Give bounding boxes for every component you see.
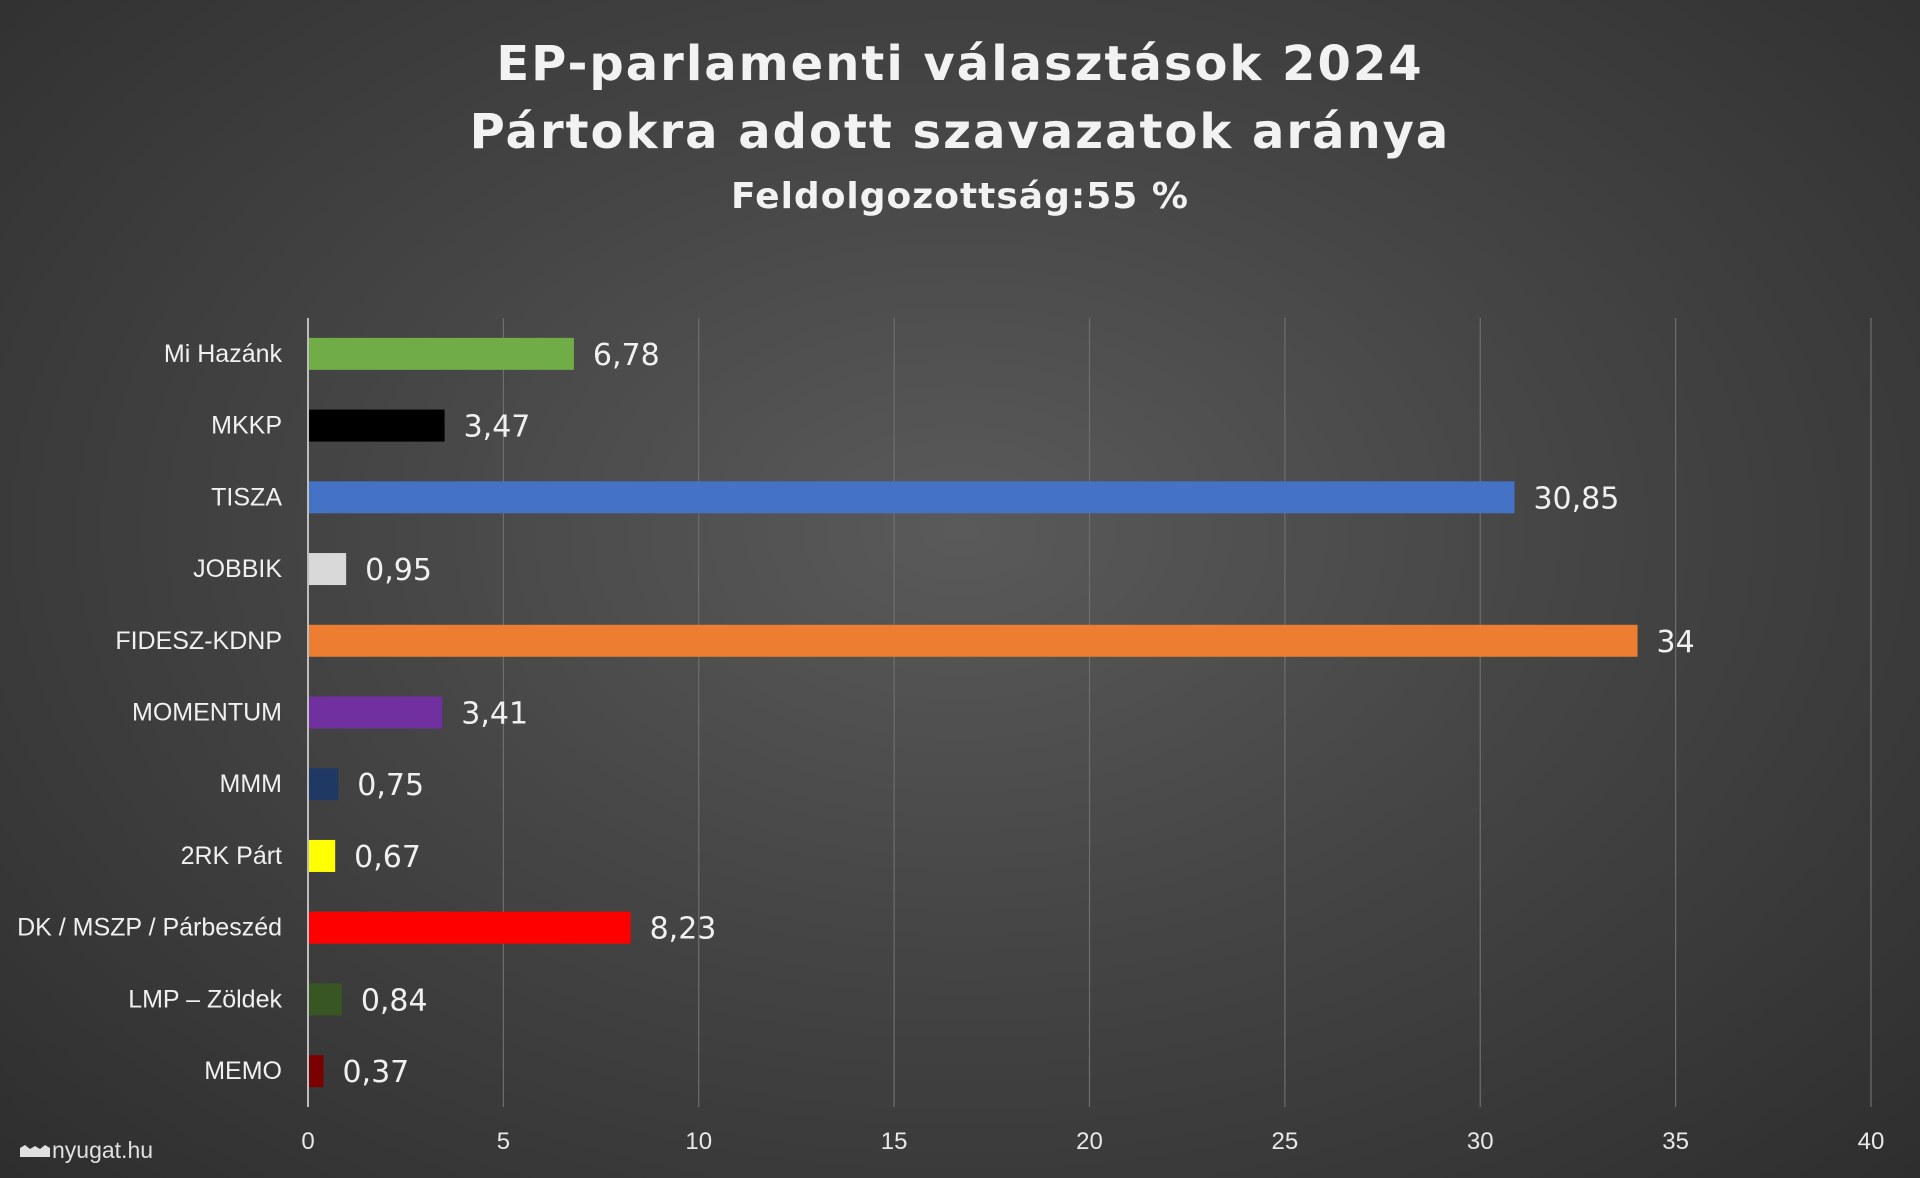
- bar-5: [309, 624, 1638, 657]
- value-label-1: 6,78: [593, 338, 660, 373]
- bar-1: [309, 337, 574, 370]
- category-label-10: LMP – Zöldek: [128, 985, 282, 1013]
- chart-titles: EP-parlamenti választások 2024 Pártokra …: [0, 30, 1920, 224]
- watermark-text: nyugat.hu: [52, 1137, 154, 1163]
- bar-2: [309, 409, 445, 442]
- value-label-7: 0,75: [357, 768, 424, 803]
- value-label-8: 0,67: [354, 840, 421, 875]
- category-label-8: 2RK Párt: [181, 842, 282, 870]
- x-tick-label-30: 30: [1467, 1128, 1494, 1155]
- nyugat-logo-icon: [20, 1144, 50, 1157]
- x-tick-label-20: 20: [1076, 1128, 1103, 1155]
- chart-title-line1: EP-parlamenti választások 2024: [496, 36, 1424, 92]
- value-labels: 6,78 3,47 30,85 0,95 34 3,41 0,75 0,67 8,23 0,84 0…: [342, 338, 1694, 1090]
- category-label-4: JOBBIK: [193, 555, 282, 583]
- category-label-11: MEMO: [204, 1057, 282, 1085]
- value-label-9: 8,23: [650, 912, 717, 947]
- x-tick-label-5: 5: [497, 1128, 510, 1155]
- x-tick-label-15: 15: [881, 1128, 908, 1155]
- x-tick-label-0: 0: [301, 1128, 314, 1155]
- chart-subtitle: Feldolgozottság:55 %: [731, 176, 1189, 217]
- x-tick-label-35: 35: [1662, 1128, 1689, 1155]
- value-label-6: 3,41: [461, 697, 528, 732]
- value-label-11: 0,37: [342, 1055, 409, 1090]
- value-label-10: 0,84: [361, 983, 428, 1018]
- value-label-2: 3,47: [464, 410, 531, 445]
- gridlines: [307, 318, 1872, 1107]
- bar-3: [309, 481, 1515, 514]
- category-label-6: MOMENTUM: [132, 699, 282, 727]
- value-label-5: 34: [1657, 625, 1695, 660]
- category-label-3: TISZA: [211, 483, 282, 511]
- bar-11: [309, 1055, 324, 1088]
- value-label-3: 30,85: [1533, 481, 1619, 516]
- category-label-1: Mi Hazánk: [164, 340, 283, 368]
- bar-6: [309, 696, 443, 729]
- bar-4: [309, 553, 347, 586]
- category-label-9: DK / MSZP / Párbeszéd: [17, 914, 282, 942]
- x-tick-label-40: 40: [1858, 1128, 1885, 1155]
- bar-9: [309, 911, 631, 944]
- bar-7: [309, 768, 339, 801]
- category-label-7: MMM: [220, 770, 282, 798]
- category-labels: Mi Hazánk MKKP TISZA JOBBIK FIDESZ-KDNP MOMEN…: [17, 340, 282, 1085]
- x-axis-tick-labels: 0 5 10 15 20 25 30 35 40: [301, 1128, 1884, 1155]
- bar-10: [309, 983, 342, 1016]
- category-label-2: MKKP: [211, 412, 282, 440]
- x-tick-label-10: 10: [685, 1128, 712, 1155]
- watermark: nyugat.hu: [20, 1137, 153, 1164]
- value-label-4: 0,95: [365, 553, 432, 588]
- bar-8: [309, 839, 336, 872]
- category-label-5: FIDESZ-KDNP: [115, 627, 282, 655]
- chart-title-line2: Pártokra adott szavazatok aránya: [469, 104, 1451, 160]
- bars: [309, 337, 1638, 1088]
- x-tick-label-25: 25: [1272, 1128, 1299, 1155]
